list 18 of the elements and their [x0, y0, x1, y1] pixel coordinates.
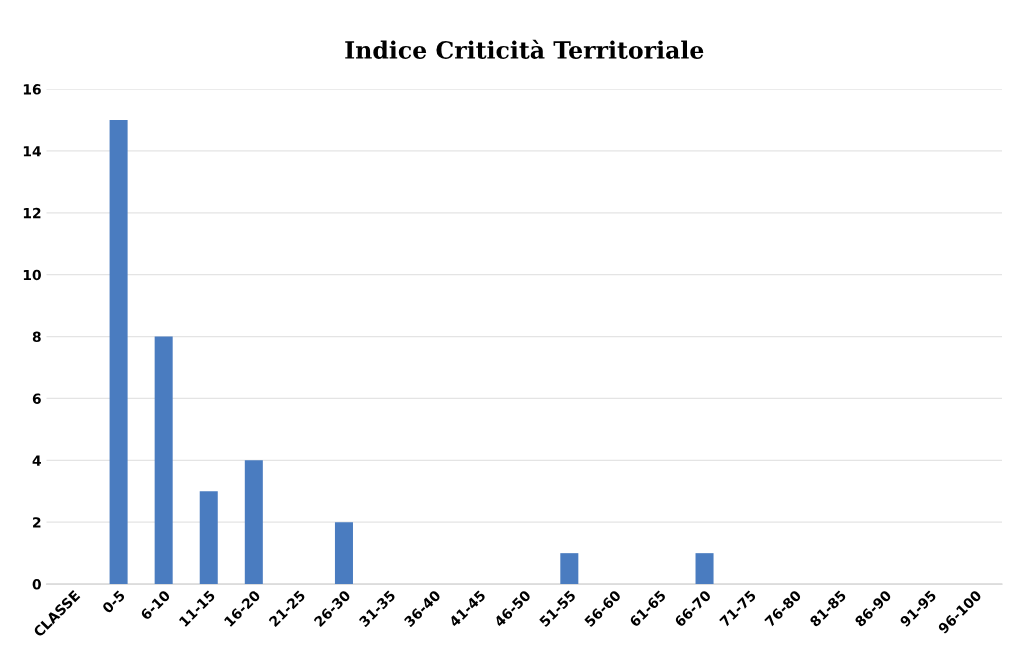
y-tick-label: 2 [33, 517, 41, 528]
y-tick-label: 4 [32, 455, 41, 466]
y-tick-label: 14 [23, 146, 41, 157]
y-tick-label: 0 [32, 579, 41, 590]
y-tick-label: 16 [23, 84, 41, 95]
bar [244, 460, 263, 585]
bar [199, 491, 218, 585]
y-tick-label: 10 [23, 269, 41, 281]
y-tick-label: 6 [32, 393, 41, 404]
bar [154, 336, 173, 585]
y-tick-label: 12 [23, 207, 41, 219]
bar [334, 522, 353, 585]
bar [109, 120, 128, 585]
x-tick-label: 0-5 [101, 589, 126, 614]
bar [695, 553, 714, 585]
bar [560, 553, 579, 585]
chart-title: Indice Criticità Territoriale [345, 39, 704, 59]
y-tick-label: 8 [32, 331, 41, 343]
